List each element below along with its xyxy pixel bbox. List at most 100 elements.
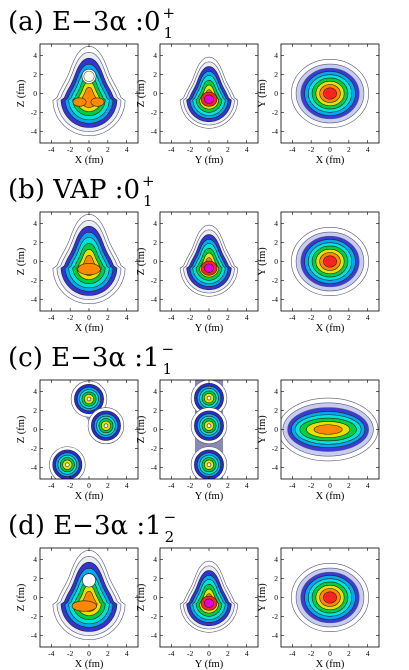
y-tick-label: -2 bbox=[151, 276, 157, 285]
x-tick-label: 0 bbox=[328, 145, 332, 154]
x-tick-label: 0 bbox=[328, 649, 332, 658]
y-axis-label: Y (fm) bbox=[257, 247, 268, 276]
y-tick-label: 0 bbox=[274, 425, 278, 434]
x-tick-label: -4 bbox=[168, 649, 174, 658]
state-subscript: 2 bbox=[165, 528, 175, 546]
x-tick-label: -4 bbox=[289, 649, 295, 658]
y-tick-label: -2 bbox=[151, 444, 157, 453]
y-axis-label: Z (fm) bbox=[16, 247, 27, 275]
panel-title: (d) E−3α :1 bbox=[8, 511, 162, 541]
y-tick-label: 2 bbox=[153, 406, 157, 415]
x-tick-label: -2 bbox=[308, 145, 314, 154]
y-axis-label: Y (fm) bbox=[257, 415, 268, 444]
density-plot: -4 -2 0 2 4 4 2 0 -2 -4 Y (fm) Z (fm) bbox=[136, 211, 259, 334]
density-plot: -4 -2 0 2 4 4 2 0 -2 -4 Y (fm) Z (fm) bbox=[136, 547, 259, 670]
x-tick-label: -2 bbox=[187, 649, 193, 658]
x-tick-label: -4 bbox=[289, 313, 295, 322]
x-tick-label: 2 bbox=[226, 649, 230, 658]
contour-band bbox=[71, 600, 97, 612]
panel-title: (b) VAP :0 bbox=[8, 175, 140, 205]
x-tick-label: -2 bbox=[308, 481, 314, 490]
density-plot: -4 -2 0 2 4 4 2 0 -2 -4 X (fm) Y (fm) bbox=[257, 211, 380, 334]
y-tick-label: 0 bbox=[153, 593, 157, 602]
x-tick-label: -4 bbox=[289, 145, 295, 154]
x-tick-label: 2 bbox=[106, 313, 110, 322]
x-tick-label: 2 bbox=[226, 145, 230, 154]
y-tick-label: -4 bbox=[272, 631, 278, 640]
x-axis-label: X (fm) bbox=[75, 659, 104, 670]
y-tick-label: 0 bbox=[274, 89, 278, 98]
y-tick-label: -4 bbox=[151, 127, 157, 136]
x-tick-label: -2 bbox=[67, 649, 73, 658]
x-tick-label: 0 bbox=[207, 649, 211, 658]
y-tick-label: -2 bbox=[151, 108, 157, 117]
x-tick-label: 4 bbox=[245, 313, 249, 322]
density-plot: -4 -2 0 2 4 4 2 0 -2 -4 X (fm) Y (fm) bbox=[257, 547, 380, 670]
x-tick-label: 0 bbox=[207, 313, 211, 322]
contour-band bbox=[86, 396, 92, 402]
y-tick-label: 4 bbox=[33, 219, 37, 228]
contour-band bbox=[83, 70, 95, 82]
x-axis-label: Y (fm) bbox=[195, 659, 224, 670]
x-tick-label: 4 bbox=[245, 649, 249, 658]
contour-band bbox=[313, 424, 343, 435]
x-tick-label: 4 bbox=[366, 481, 370, 490]
density-plot: -4 -2 0 2 4 4 2 0 -2 -4 X (fm) Z (fm) bbox=[16, 547, 139, 670]
panel-title: (a) E−3α :0 bbox=[8, 7, 160, 37]
x-tick-label: -4 bbox=[168, 145, 174, 154]
x-tick-label: -4 bbox=[168, 481, 174, 490]
x-axis-label: X (fm) bbox=[316, 155, 345, 166]
x-axis-label: Y (fm) bbox=[195, 155, 224, 166]
x-tick-label: 2 bbox=[347, 481, 351, 490]
contour-band bbox=[203, 598, 215, 608]
y-tick-label: 4 bbox=[274, 387, 278, 396]
x-axis-label: X (fm) bbox=[75, 323, 104, 334]
contour-band bbox=[77, 263, 101, 276]
x-tick-label: 0 bbox=[87, 313, 91, 322]
y-tick-label: 2 bbox=[153, 238, 157, 247]
x-axis-label: X (fm) bbox=[316, 491, 345, 502]
y-axis-label: Z (fm) bbox=[16, 583, 27, 611]
y-tick-label: 2 bbox=[33, 574, 37, 583]
contour-band bbox=[103, 423, 109, 428]
contour-band bbox=[82, 573, 96, 588]
y-tick-label: 0 bbox=[153, 89, 157, 98]
contour-band bbox=[206, 462, 212, 467]
contour-band bbox=[323, 591, 337, 604]
density-plot: -4 -2 0 2 4 4 2 0 -2 -4 X (fm) Y (fm) bbox=[257, 43, 380, 166]
y-tick-label: -4 bbox=[151, 295, 157, 304]
state-subscript: 1 bbox=[163, 360, 173, 378]
y-tick-label: -2 bbox=[272, 108, 278, 117]
x-tick-label: -2 bbox=[187, 481, 193, 490]
x-tick-label: 2 bbox=[106, 649, 110, 658]
state-superscript: + bbox=[142, 172, 155, 190]
contour-band bbox=[203, 94, 215, 104]
y-tick-label: 4 bbox=[274, 51, 278, 60]
x-axis-label: X (fm) bbox=[75, 491, 104, 502]
x-axis-label: X (fm) bbox=[316, 659, 345, 670]
x-tick-label: -4 bbox=[48, 481, 54, 490]
y-tick-label: -4 bbox=[31, 127, 37, 136]
y-tick-label: 0 bbox=[153, 425, 157, 434]
y-axis-label: Y (fm) bbox=[257, 79, 268, 108]
y-tick-label: 4 bbox=[33, 387, 37, 396]
x-tick-label: -4 bbox=[48, 145, 54, 154]
x-tick-label: 4 bbox=[125, 649, 129, 658]
y-axis-label: Z (fm) bbox=[136, 247, 147, 275]
density-plot: -4 -2 0 2 4 4 2 0 -2 -4 Y (fm) Z (fm) bbox=[136, 43, 259, 166]
y-tick-label: 2 bbox=[33, 406, 37, 415]
x-axis-label: X (fm) bbox=[75, 155, 104, 166]
y-tick-label: -2 bbox=[272, 444, 278, 453]
y-tick-label: 4 bbox=[274, 219, 278, 228]
x-tick-label: 0 bbox=[328, 313, 332, 322]
y-tick-label: -2 bbox=[31, 276, 37, 285]
x-tick-label: -2 bbox=[67, 313, 73, 322]
y-tick-label: 0 bbox=[33, 257, 37, 266]
y-axis-label: Z (fm) bbox=[16, 79, 27, 107]
x-axis-label: X (fm) bbox=[316, 323, 345, 334]
contour-band bbox=[90, 97, 105, 107]
y-tick-label: 4 bbox=[153, 387, 157, 396]
